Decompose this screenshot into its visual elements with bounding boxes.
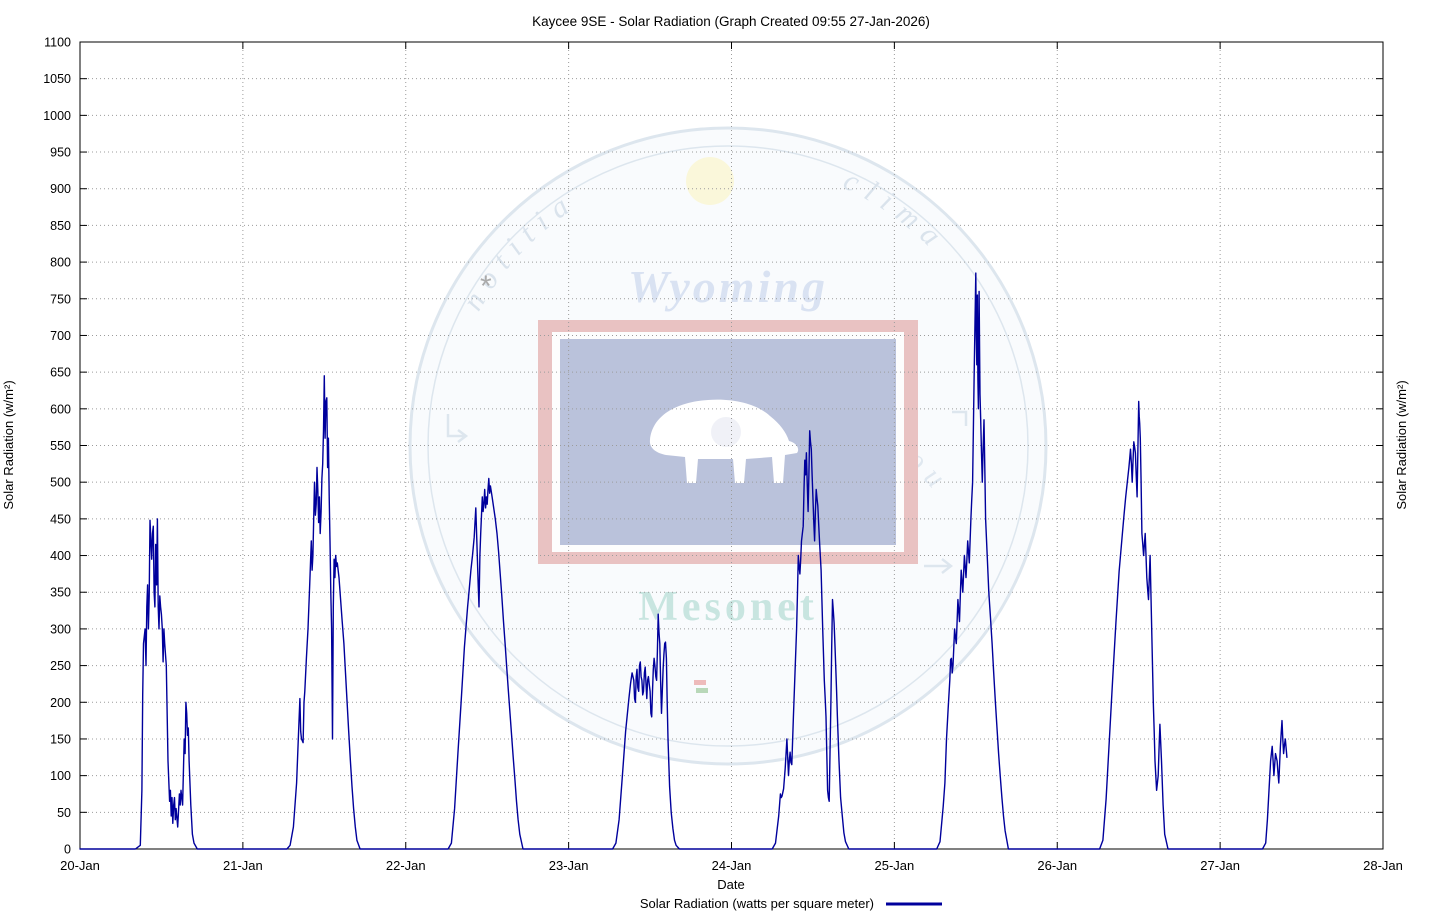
flag-red-border xyxy=(538,320,918,564)
y-tick-label: 1050 xyxy=(43,72,71,86)
x-tick-label: 24-Jan xyxy=(712,858,752,873)
y-tick-label: 100 xyxy=(50,769,71,783)
solar-radiation-line xyxy=(79,272,1288,850)
axis-tick-labels: 0 50 100 150 200 250 300 350 400 450 500 550 600 650 7… xyxy=(43,36,1403,874)
watermark-mesonet-text: Mesonet xyxy=(638,584,818,630)
x-tick-label: 25-Jan xyxy=(875,858,915,873)
y-tick-label: 600 xyxy=(50,402,71,416)
y-tick-label: 1100 xyxy=(44,36,71,50)
seal-bracket-right-icon xyxy=(952,410,968,426)
y-tick-label: 550 xyxy=(50,439,71,453)
y-tick-label: 250 xyxy=(50,659,71,673)
flag-white-border xyxy=(552,332,904,552)
y-tick-label: 900 xyxy=(50,182,71,196)
y-tick-label: 700 xyxy=(50,329,71,343)
y-tick-label: 0 xyxy=(64,843,71,857)
chart-title: Kaycee 9SE - Solar Radiation (Graph Crea… xyxy=(532,14,930,29)
seal-arrow-left-icon xyxy=(446,414,469,443)
y-tick-label: 750 xyxy=(50,292,71,306)
y-tick-label: 200 xyxy=(50,696,71,710)
y-tick-label: 950 xyxy=(50,146,71,160)
red-mark xyxy=(694,680,706,685)
x-tick-label: 27-Jan xyxy=(1200,858,1240,873)
seal-star-icon: * xyxy=(480,270,492,303)
y-tick-label: 500 xyxy=(50,476,71,490)
seal-color-marks xyxy=(694,680,708,693)
grid-lines xyxy=(80,42,1383,849)
y-axis-label-right: Solar Radiation (w/m²) xyxy=(1394,380,1409,509)
seal-arrow-right-icon xyxy=(924,558,954,574)
green-mark xyxy=(696,688,708,693)
y-tick-label: 400 xyxy=(50,549,71,563)
wyoming-flag xyxy=(538,320,918,564)
y-tick-label: 150 xyxy=(50,732,71,746)
watermark-wyoming-text: Wyoming xyxy=(628,261,828,312)
x-tick-label: 22-Jan xyxy=(386,858,426,873)
y-tick-label: 800 xyxy=(50,256,71,270)
y-tick-label: 650 xyxy=(50,366,71,380)
y-tick-label: 850 xyxy=(50,219,71,233)
x-tick-label: 28-Jan xyxy=(1363,858,1403,873)
y-tick-label: 50 xyxy=(57,806,71,820)
bison-icon xyxy=(649,399,799,483)
x-tick-label: 20-Jan xyxy=(60,858,100,873)
flag-seal-mark xyxy=(711,417,741,447)
x-tick-label: 21-Jan xyxy=(223,858,263,873)
flag-blue-field xyxy=(560,339,896,545)
sun-icon xyxy=(686,157,734,205)
y-axis-label-left: Solar Radiation (w/m²) xyxy=(1,380,16,509)
y-tick-label: 300 xyxy=(50,622,71,636)
y-tick-label: 1000 xyxy=(43,109,71,123)
y-tick-label: 450 xyxy=(50,512,71,526)
x-tick-label: 23-Jan xyxy=(549,858,589,873)
x-axis-label: Date xyxy=(717,877,744,892)
y-tick-label: 350 xyxy=(50,586,71,600)
x-tick-label: 26-Jan xyxy=(1037,858,1077,873)
legend-label: Solar Radiation (watts per square meter) xyxy=(640,896,874,911)
